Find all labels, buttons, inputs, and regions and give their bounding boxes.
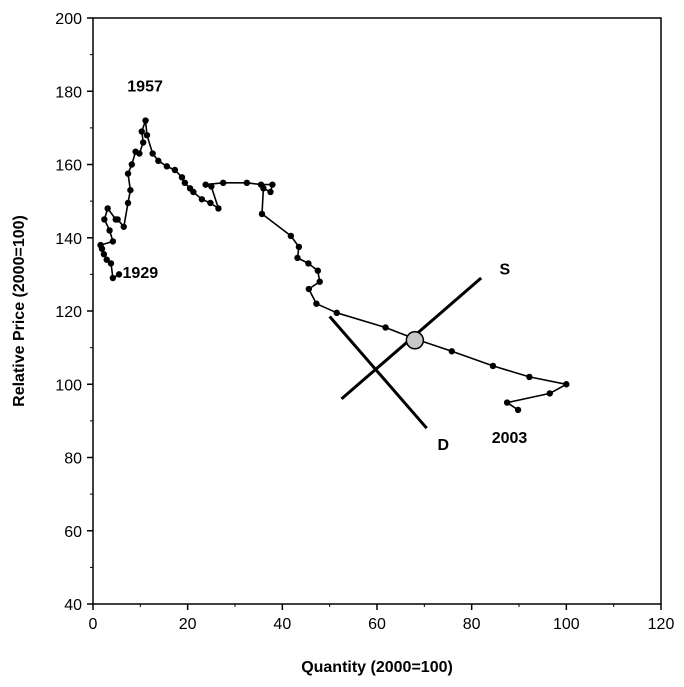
data-point bbox=[115, 271, 123, 278]
y-tick-label: 60 bbox=[64, 524, 82, 541]
data-point bbox=[207, 199, 214, 207]
data-point bbox=[313, 300, 320, 307]
data-point bbox=[503, 399, 511, 406]
y-tick-label: 80 bbox=[64, 451, 82, 468]
data-point bbox=[514, 406, 522, 414]
data-point bbox=[143, 132, 151, 139]
data-point bbox=[260, 185, 267, 192]
data-point bbox=[109, 274, 117, 282]
x-axis-title: Quantity (2000=100) bbox=[301, 659, 453, 676]
data-point bbox=[294, 254, 301, 262]
data-point bbox=[198, 196, 206, 203]
y-tick-label: 180 bbox=[55, 84, 82, 101]
data-point bbox=[295, 243, 303, 251]
x-tick-label: 80 bbox=[463, 616, 481, 633]
data-point bbox=[269, 181, 276, 188]
x-tick-label: 40 bbox=[273, 616, 291, 633]
y-tick-label: 100 bbox=[55, 377, 82, 394]
data-point bbox=[155, 157, 162, 165]
data-point bbox=[149, 150, 156, 157]
data-point bbox=[208, 183, 215, 190]
data-point bbox=[97, 241, 104, 249]
data-point bbox=[563, 381, 570, 388]
data-point bbox=[104, 205, 111, 212]
data-point bbox=[139, 139, 147, 146]
y-tick-label: 120 bbox=[55, 304, 82, 321]
series-line bbox=[99, 119, 568, 411]
data-point bbox=[181, 179, 189, 187]
annotation-2003: 2003 bbox=[492, 430, 528, 447]
data-point bbox=[305, 285, 313, 293]
data-point bbox=[103, 256, 110, 263]
data-point bbox=[316, 278, 323, 285]
data-point bbox=[109, 238, 117, 245]
ticks bbox=[87, 17, 662, 610]
data-series bbox=[97, 117, 570, 414]
y-tick-label: 40 bbox=[64, 597, 82, 614]
data-point bbox=[202, 181, 209, 188]
data-point bbox=[382, 324, 389, 331]
annotation-s: S bbox=[499, 261, 510, 278]
data-point bbox=[333, 309, 340, 317]
data-point bbox=[171, 166, 179, 174]
data-point bbox=[163, 163, 171, 170]
y-tick-label: 200 bbox=[55, 11, 82, 28]
annotation-1929: 1929 bbox=[123, 265, 159, 282]
data-point bbox=[215, 205, 222, 212]
data-point bbox=[138, 128, 145, 135]
x-tick-label: 100 bbox=[553, 616, 580, 633]
data-point bbox=[448, 348, 455, 355]
plot-frame bbox=[92, 17, 662, 605]
data-point bbox=[127, 186, 134, 194]
data-point bbox=[142, 117, 149, 124]
demand-line bbox=[328, 315, 428, 430]
data-point bbox=[190, 188, 197, 196]
tick-labels: 0 20 40 60 80 100 120 40 60 80 100 120 140 160 180 200 bbox=[55, 11, 674, 633]
data-point bbox=[128, 161, 136, 168]
x-tick-label: 0 bbox=[89, 616, 98, 633]
data-point bbox=[489, 362, 497, 370]
y-tick-label: 160 bbox=[55, 158, 82, 175]
annotations: 1957 1929 S D 2003 bbox=[123, 78, 528, 454]
data-point bbox=[101, 216, 108, 223]
axes bbox=[92, 17, 662, 605]
x-tick-label: 60 bbox=[368, 616, 386, 633]
annotation-1957: 1957 bbox=[127, 78, 163, 95]
data-point bbox=[219, 179, 227, 187]
data-point bbox=[124, 199, 132, 207]
data-point bbox=[114, 216, 121, 223]
annotation-d: D bbox=[437, 437, 449, 454]
data-point bbox=[107, 260, 115, 267]
y-axis-title: Relative Price (2000=100) bbox=[11, 215, 28, 407]
data-point bbox=[100, 251, 108, 258]
data-point bbox=[287, 232, 295, 240]
data-point bbox=[120, 223, 127, 230]
y-tick-label: 140 bbox=[55, 231, 82, 248]
equilibrium-marker bbox=[405, 331, 425, 350]
x-tick-label: 20 bbox=[179, 616, 197, 633]
x-tick-label: 120 bbox=[648, 616, 675, 633]
data-point bbox=[124, 170, 132, 177]
data-point bbox=[178, 174, 186, 181]
data-point bbox=[546, 390, 553, 397]
data-point bbox=[106, 227, 113, 234]
data-point bbox=[267, 188, 274, 196]
data-point bbox=[243, 179, 251, 187]
data-point bbox=[136, 150, 143, 157]
data-point bbox=[526, 373, 533, 381]
data-point bbox=[258, 210, 266, 218]
data-point bbox=[305, 260, 312, 267]
data-point bbox=[314, 267, 322, 274]
